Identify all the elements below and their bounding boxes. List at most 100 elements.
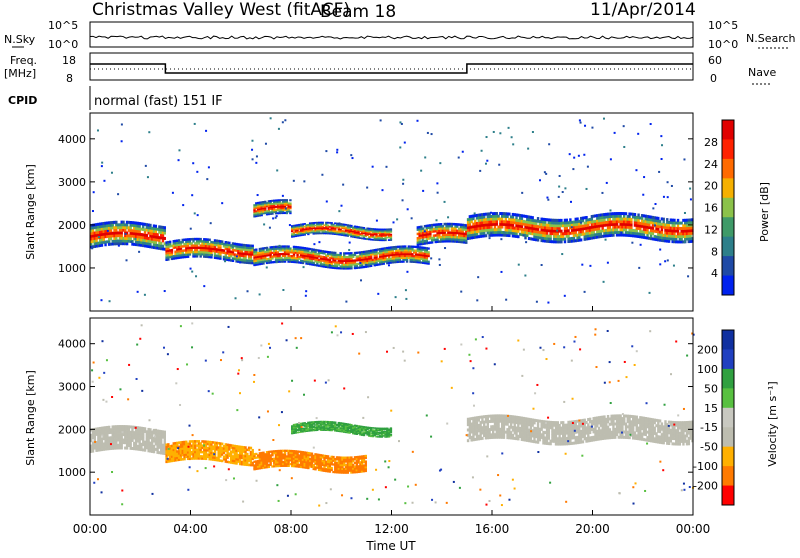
power-speckle [381, 189, 383, 191]
power-speckle [393, 221, 395, 223]
nsky-label: N.Sky [4, 33, 36, 46]
velocity-cell [327, 455, 329, 457]
power-speckle [100, 299, 102, 301]
power-speckle [583, 154, 585, 156]
power-speckle [689, 188, 691, 190]
power-speckle [628, 215, 630, 217]
power-speckle [303, 266, 305, 268]
power-speckle [111, 172, 113, 174]
power-speckle [614, 132, 616, 134]
power-speckle [109, 300, 111, 302]
power-cell [677, 219, 679, 222]
power-cell [630, 223, 632, 226]
power-speckle [562, 191, 564, 193]
power-speckle [350, 154, 352, 156]
power-speckle [623, 125, 625, 127]
power-cell [465, 241, 467, 244]
power-ytick-label: 1000 [58, 262, 86, 275]
noise-trace [90, 36, 693, 39]
power-speckle [661, 158, 663, 160]
power-cell [427, 247, 429, 249]
power-speckle [581, 264, 583, 266]
power-cell [609, 218, 611, 221]
power-cell [164, 226, 166, 229]
power-speckle [164, 290, 166, 292]
power-speckle [276, 261, 278, 263]
power-speckle [305, 290, 307, 292]
velocity-cell [164, 433, 166, 436]
power-speckle [603, 281, 605, 283]
power-cell [557, 232, 559, 235]
power-speckle [601, 192, 603, 194]
power-speckle [208, 166, 210, 168]
power-speckle [191, 194, 193, 196]
power-cell [289, 211, 291, 213]
freq-panel-frame [90, 53, 693, 80]
power-speckle [266, 266, 268, 268]
power-speckle [671, 185, 673, 187]
power-speckle [564, 187, 566, 189]
power-speckle [92, 210, 94, 212]
power-speckle [182, 204, 184, 206]
power-speckle [477, 276, 479, 278]
power-cell [126, 223, 128, 226]
power-cell [673, 232, 675, 235]
power-speckle [525, 241, 527, 243]
power-speckle [349, 242, 351, 244]
power-speckle [419, 248, 421, 250]
power-speckle [195, 275, 197, 277]
power-speckle [511, 136, 513, 138]
freq-tick-bottom: 8 [66, 72, 73, 85]
power-speckle [303, 180, 305, 182]
power-speckle [211, 254, 213, 256]
power-cell [625, 212, 627, 215]
power-ytick-label: 3000 [58, 176, 86, 189]
power-cell [286, 199, 288, 201]
power-speckle [405, 298, 407, 300]
power-speckle [532, 131, 534, 133]
power-cell [427, 251, 429, 253]
power-speckle [638, 267, 640, 269]
power-speckle [572, 168, 574, 170]
beam-label: Beam 18 [320, 2, 396, 22]
power-speckle [101, 165, 103, 167]
power-speckle [609, 209, 611, 211]
velocity-cell [365, 455, 367, 457]
power-cell [289, 199, 291, 201]
power-speckle [269, 227, 271, 229]
nave-tick-top: 60 [708, 54, 722, 67]
power-speckle [103, 180, 105, 182]
power-cell [112, 224, 114, 227]
velocity-cell [194, 446, 196, 449]
power-speckle [395, 296, 397, 298]
power-speckle [121, 140, 123, 142]
power-speckle [206, 178, 208, 180]
power-cell [427, 261, 429, 263]
velocity-cell [92, 450, 94, 453]
power-cell [549, 237, 551, 240]
power-speckle [345, 301, 347, 303]
power-speckle [276, 215, 278, 217]
power-cell [677, 224, 679, 227]
power-speckle [336, 149, 338, 151]
power-speckle [190, 228, 192, 230]
power-cell [171, 251, 173, 254]
power-speckle [396, 218, 398, 220]
power-speckle [422, 190, 424, 192]
power-cell [625, 228, 627, 231]
velocity-cell [244, 446, 246, 449]
power-cell [564, 240, 566, 243]
power-speckle [377, 293, 379, 295]
power-speckle [547, 199, 549, 201]
power-cell [115, 237, 117, 240]
power-speckle [272, 217, 274, 219]
power-cell [155, 225, 157, 228]
velocity-cell [126, 447, 128, 450]
power-speckle [650, 123, 652, 125]
power-cell [252, 245, 254, 248]
power-speckle [338, 210, 340, 212]
power-speckle [431, 133, 433, 135]
power-cell [164, 232, 166, 235]
velocity-cell [365, 460, 367, 462]
